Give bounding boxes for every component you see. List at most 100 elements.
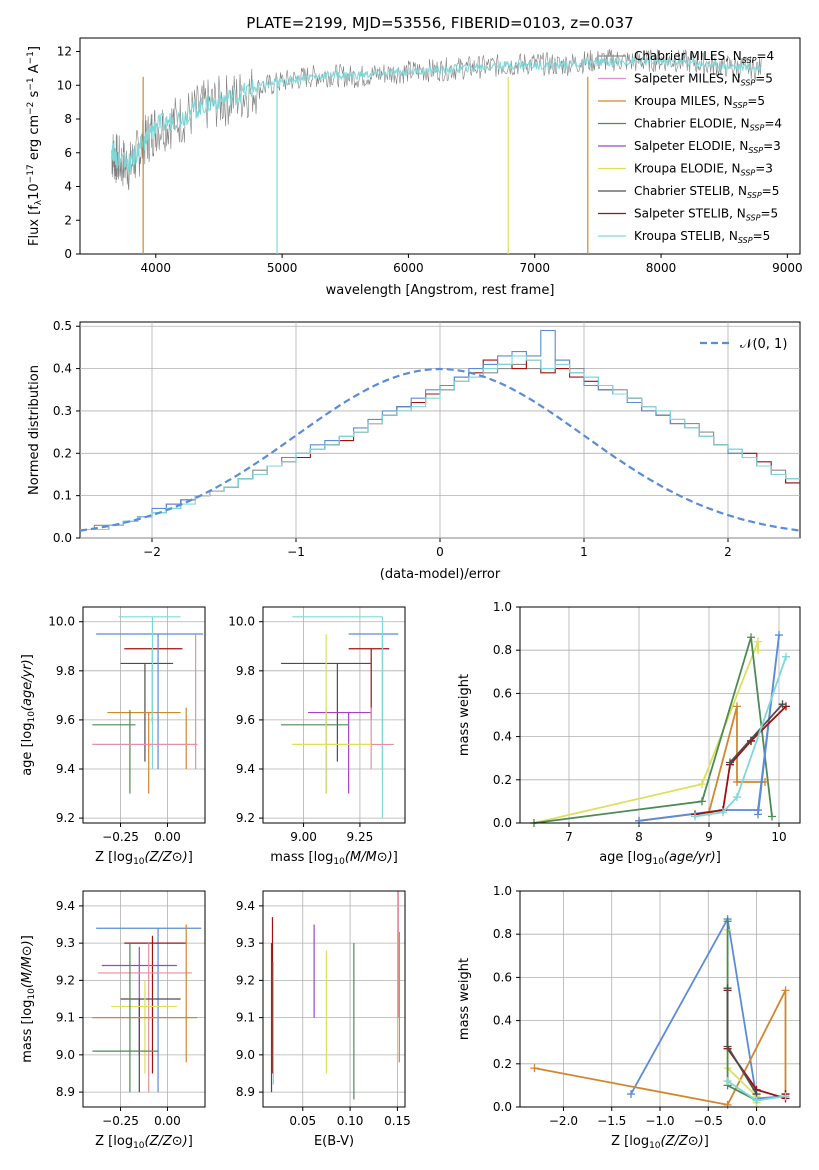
spectrum-ytick-label: 0: [64, 247, 72, 261]
mass-weight-vs-age-marker: [719, 808, 727, 817]
spectrum-legend-label: Chabrier MILES, NSSP=4: [634, 49, 774, 65]
mass-weight-vs-Z-marker: [723, 1077, 732, 1086]
mass-vs-Z-xtick-label: 0.00: [154, 1114, 181, 1128]
age-vs-mass-xtick-label: 9.25: [347, 830, 374, 844]
spectrum-legend-label: Kroupa STELIB, NSSP=5: [634, 229, 770, 245]
mass-weight-vs-age-marker: [698, 797, 706, 806]
spectrum-panel: PLATE=2199, MJD=53556, FIBERID=0103, z=0…: [26, 14, 803, 298]
age-vs-mass-xlabel: mass [log10(M/M⊙)]: [270, 850, 398, 867]
spectrum-legend-label: Kroupa MILES, NSSP=5: [634, 94, 765, 110]
mass-vs-Z-frame: [82, 890, 206, 1108]
mass-weight-vs-Z-marker: [530, 1064, 539, 1073]
residual-ylabel: Normed distribution: [27, 365, 42, 495]
spectrum-xtick-label: 8000: [646, 261, 677, 275]
mass-weight-vs-Z-xtick-label: −2.0: [549, 1114, 578, 1128]
spectrum-ytick-label: 10: [57, 78, 72, 92]
mass-weight-vs-age-marker: [775, 631, 783, 640]
spectrum-ytick-label: 8: [64, 112, 72, 126]
spectrum-xtick-label: 9000: [772, 261, 803, 275]
residual-ytick-label: 0.1: [53, 489, 72, 503]
mass-weight-vs-Z-marker: [723, 1042, 732, 1051]
age-vs-Z-xtick-label: 0.00: [154, 830, 181, 844]
mass-vs-Z-xlabel: Z [log10(Z/Z⊙)]: [95, 1134, 193, 1151]
mass-vs-Z-ytick-label: 8.9: [56, 1085, 75, 1099]
mass-weight-vs-Z-marker: [752, 1096, 761, 1105]
mass-weight-vs-Z-marker: [781, 1092, 790, 1101]
mass-weight-vs-Z-xtick-label: −1.5: [597, 1114, 626, 1128]
residual-xtick-label: 0: [436, 545, 444, 559]
mass-weight-vs-Z-xtick-label: 0.0: [747, 1114, 766, 1128]
mass-weight-vs-Z-series-line: [630, 916, 786, 1100]
mass-weight-vs-age-xtick-label: 8: [635, 830, 643, 844]
mass-weight-vs-Z-ytick-label: 0.6: [493, 970, 512, 984]
spectrum-legend-label: Chabrier STELIB, NSSP=5: [634, 184, 779, 200]
mass-vs-Z-panel: −0.25 0.00 8.9 9.0 9.1 9.2 9.3 9.4 Z [log10(Z/Z⊙…: [20, 890, 206, 1151]
spectrum-legend-label: Chabrier ELODIE, NSSP=4: [634, 117, 782, 133]
residual-panel: (data-model)/error Normed distribution −…: [27, 319, 801, 582]
residual-xtick-label: 1: [580, 545, 588, 559]
residual-xlabel: (data-model)/error: [380, 567, 501, 582]
mass-weight-vs-age-series-line: [729, 703, 784, 764]
age-vs-Z-panel: −0.25 0.00 9.2 9.4 9.6 9.8 10.0 Z [log10(Z/Z⊙)]…: [20, 606, 206, 867]
mass-weight-vs-age-marker: [778, 700, 787, 709]
mass-weight-vs-age-series-line: [694, 705, 787, 816]
residual-legend: 𝒩(0, 1): [700, 337, 787, 352]
mass-weight-vs-age-series-line: [694, 656, 787, 818]
spectrum-xlabel: wavelength [Angstrom, rest frame]: [326, 283, 555, 298]
mass-vs-ebv-ytick-label: 9.4: [236, 899, 255, 913]
age-vs-Z-ylabel: age [log10(age/yr)]: [20, 654, 37, 776]
age-vs-Z-ytick-label: 9.2: [56, 811, 75, 825]
mass-weight-vs-age-ylabel: mass weight: [457, 674, 472, 756]
age-vs-mass-panel: 9.00 9.25 9.2 9.4 9.6 9.8 10.0 mass [log10(M/M⊙…: [228, 606, 406, 867]
age-vs-mass-ytick-label: 10.0: [228, 615, 255, 629]
mass-vs-Z-ytick-label: 9.1: [56, 1011, 75, 1025]
spectrum-ytick-label: 4: [64, 180, 72, 194]
residual-xtick-label: −1: [287, 545, 305, 559]
mass-weight-vs-age-ytick-label: 0.4: [493, 730, 512, 744]
spectrum-legend-label: Kroupa ELODIE, NSSP=3: [634, 162, 773, 178]
mass-weight-vs-Z-frame: [519, 890, 801, 1108]
small-panels: −0.25 0.00 9.2 9.4 9.6 9.8 10.0 Z [log10(Z/Z⊙)]…: [20, 600, 801, 1151]
normal-curve: [79, 367, 801, 532]
mass-weight-vs-Z-marker: [723, 917, 732, 926]
mass-vs-ebv-ytick-label: 9.1: [236, 1011, 255, 1025]
age-vs-Z-ytick-label: 9.8: [56, 664, 75, 678]
residual-hist-step: [80, 355, 800, 531]
normal-legend-label: 𝒩(0, 1): [740, 337, 787, 352]
mass-weight-vs-age-marker: [754, 810, 762, 819]
residual-ytick-label: 0.2: [53, 446, 72, 460]
mass-weight-vs-age-ytick-label: 0.0: [493, 816, 512, 830]
residual-grid: −2 −1 0 1 2 0.0 0.1 0.2 0.3 0.4 0.5: [53, 319, 800, 559]
age-vs-Z-ytick-label: 9.6: [56, 713, 75, 727]
mass-weight-vs-age-marker: [726, 758, 734, 767]
mass-weight-vs-Z-ytick-label: 0.2: [493, 1057, 512, 1071]
mass-vs-ebv-panel: 0.05 0.10 0.15 8.9 9.0 9.1 9.2 9.3 9.4 E(B-V): [236, 890, 411, 1149]
mass-vs-ebv-ytick-label: 9.0: [236, 1048, 255, 1062]
mass-weight-vs-Z-xtick-label: −0.5: [694, 1114, 723, 1128]
spectrum-ytick-label: 2: [64, 213, 72, 227]
mass-vs-Z-xtick-label: −0.25: [102, 1114, 139, 1128]
spectrum-series-model: [111, 56, 762, 172]
residual-hist: [79, 329, 801, 532]
mass-weight-vs-age-ytick-label: 0.8: [493, 643, 512, 657]
spectrum-ylabel: Flux [fλ10−17 erg cm−2 s−1 A−1]: [26, 46, 44, 246]
mass-weight-vs-Z-marker: [723, 1100, 732, 1109]
spectrum-lines: [111, 48, 762, 254]
mass-weight-vs-age-marker: [698, 780, 706, 789]
age-vs-Z-xlabel: Z [log10(Z/Z⊙)]: [95, 850, 193, 867]
mass-weight-vs-Z-marker: [723, 984, 732, 993]
spectrum-xtick-label: 7000: [519, 261, 550, 275]
age-vs-mass-ytick-label: 9.6: [236, 713, 255, 727]
mass-vs-ebv-frame: [262, 890, 406, 1108]
mass-weight-vs-age-marker: [747, 633, 755, 642]
mass-weight-vs-age-marker: [733, 793, 741, 802]
spectrum-legend-label: Salpeter ELODIE, NSSP=3: [634, 139, 781, 155]
mass-weight-vs-age-xlabel: age [log10(age/yr)]: [599, 850, 721, 867]
age-vs-Z-ytick-label: 10.0: [48, 615, 75, 629]
residual-xtick-label: −2: [143, 545, 161, 559]
spectrum-title: PLATE=2199, MJD=53556, FIBERID=0103, z=0…: [246, 14, 633, 32]
residual-ytick-label: 0.3: [53, 404, 72, 418]
spectrum-ytick-label: 12: [57, 45, 72, 59]
mass-weight-vs-Z-series-line: [534, 989, 787, 1106]
